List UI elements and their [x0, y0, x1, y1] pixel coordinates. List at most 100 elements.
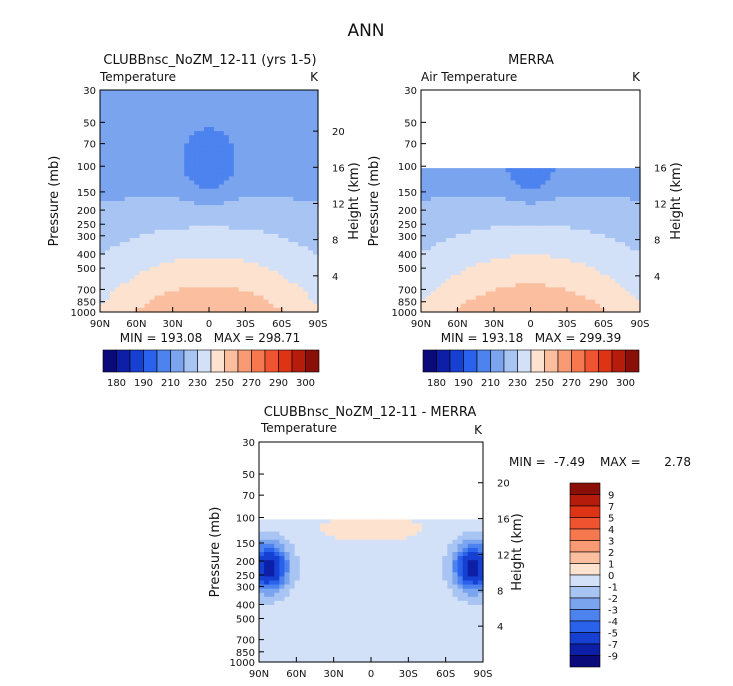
- contour-cell: [119, 217, 126, 223]
- contour-cell: [213, 110, 220, 116]
- contour-cell: [243, 201, 250, 206]
- contour-cell: [396, 527, 403, 533]
- contour-cell: [253, 250, 260, 256]
- contour-cell: [253, 122, 260, 128]
- contour-cell: [455, 242, 462, 247]
- contour-cell: [218, 270, 225, 276]
- contour-cell: [124, 250, 131, 256]
- contour-cell: [360, 572, 367, 578]
- contour-cell: [545, 229, 552, 235]
- contour-cell: [124, 303, 131, 309]
- contour-cell: [298, 118, 304, 124]
- contour-cell: [635, 176, 641, 182]
- contour-cell: [119, 209, 126, 214]
- contour-cell: [154, 143, 161, 149]
- contour-cell: [263, 254, 270, 260]
- contour-cell: [228, 127, 235, 132]
- contour-cell: [475, 221, 482, 227]
- contour-cell: [109, 94, 116, 99]
- contour-cell: [174, 114, 180, 120]
- contour-cell: [278, 164, 284, 169]
- contour-cell: [615, 287, 621, 293]
- contour-cell: [104, 127, 111, 132]
- contour-cell: [555, 168, 561, 173]
- contour-cell: [600, 176, 606, 182]
- contour-cell: [104, 192, 111, 198]
- contour-cell: [199, 246, 205, 251]
- contour-cell: [360, 523, 367, 529]
- contour-cell: [278, 283, 284, 288]
- contour-cell: [437, 552, 443, 557]
- contour-cell: [284, 519, 291, 525]
- contour-cell: [293, 196, 299, 202]
- contour-cell: [595, 258, 601, 264]
- contour-cell: [515, 172, 522, 177]
- contour-cell: [129, 201, 136, 206]
- contour-cell: [213, 184, 220, 190]
- contour-cell: [268, 242, 274, 247]
- contour-cell: [510, 233, 517, 239]
- contour-cell: [253, 307, 260, 313]
- contour-cell: [194, 258, 200, 264]
- contour-cell: [109, 118, 116, 124]
- contour-cell: [495, 184, 502, 190]
- contour-cell: [154, 254, 161, 260]
- contour-cell: [109, 201, 116, 206]
- contour-cell: [258, 139, 265, 145]
- contour-cell: [386, 523, 392, 529]
- contour-cell: [520, 270, 527, 276]
- contour-cell: [345, 572, 352, 578]
- contour-cell: [325, 572, 331, 578]
- contour-cell: [174, 143, 180, 149]
- contour-cell: [293, 127, 299, 132]
- contour-cell: [485, 168, 492, 173]
- contour-cell: [289, 596, 296, 602]
- contour-cell: [600, 270, 606, 276]
- contour-cell: [293, 275, 299, 280]
- contour-cell: [283, 110, 289, 116]
- contour-cell: [315, 527, 321, 533]
- contour-cell: [189, 287, 195, 293]
- contour-cell: [435, 275, 442, 280]
- contour-cell: [288, 266, 294, 272]
- contour-cell: [545, 295, 552, 301]
- contour-cell: [213, 262, 220, 268]
- contour-cell: [124, 246, 131, 251]
- contour-cell: [288, 287, 294, 293]
- contour-cell: [570, 283, 576, 288]
- contour-cell: [555, 266, 561, 272]
- contour-cell: [298, 114, 304, 120]
- contour-cell: [490, 250, 497, 256]
- contour-cell: [440, 221, 447, 227]
- contour-cell: [184, 238, 190, 243]
- contour-cell: [119, 188, 126, 194]
- contour-cell: [154, 122, 161, 128]
- contour-cell: [430, 196, 437, 202]
- contour-cell: [223, 118, 230, 124]
- contour-cell: [565, 283, 571, 288]
- contour-cell: [620, 254, 626, 260]
- contour-cell: [124, 205, 131, 210]
- contour-cell: [223, 94, 230, 99]
- contour-cell: [218, 279, 225, 284]
- contour-cell: [268, 250, 274, 256]
- contour-cell: [228, 291, 235, 297]
- contour-cell: [345, 564, 352, 569]
- contour-cell: [268, 196, 274, 202]
- contour-cell: [520, 258, 527, 264]
- contour-cell: [104, 102, 111, 108]
- contour-cell: [485, 238, 492, 243]
- contour-cell: [114, 176, 121, 182]
- contour-cell: [293, 295, 299, 301]
- contour-cell: [169, 127, 175, 132]
- contour-cell: [154, 176, 161, 182]
- contour-cell: [460, 279, 467, 284]
- contour-cell: [615, 205, 621, 210]
- contour-cell: [194, 307, 200, 313]
- contour-cell: [600, 242, 606, 247]
- contour-cell: [460, 172, 467, 177]
- contour-cell: [485, 196, 492, 202]
- contour-cell: [457, 560, 464, 565]
- contour-cell: [174, 159, 180, 165]
- contour-cell: [600, 209, 606, 214]
